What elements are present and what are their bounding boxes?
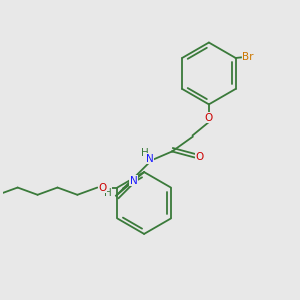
Text: Br: Br	[242, 52, 254, 61]
Text: N: N	[146, 154, 154, 164]
Text: H: H	[141, 148, 149, 158]
Text: O: O	[195, 152, 204, 162]
Text: H: H	[104, 188, 112, 198]
Text: N: N	[130, 176, 138, 186]
Text: O: O	[98, 182, 107, 193]
Text: O: O	[205, 112, 213, 123]
